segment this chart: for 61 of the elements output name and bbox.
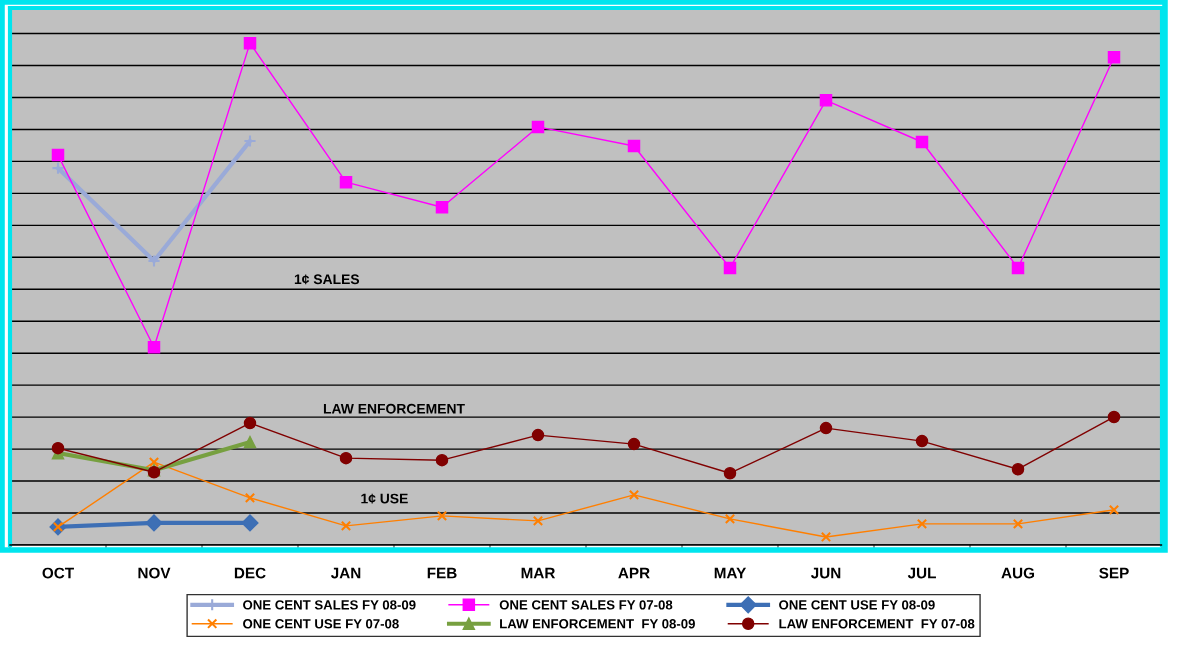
point [628,489,640,501]
point [915,135,929,149]
point [1107,50,1121,64]
point [531,428,545,442]
point [244,492,256,504]
point [627,139,641,153]
x-tick-label: APR [618,567,650,579]
point [436,510,448,522]
x-tick-label: MAR [521,567,556,579]
point [339,175,353,189]
point [1108,504,1120,516]
x-tick-label: OCT [42,567,74,579]
x-tick-label: JAN [330,567,361,579]
legend-label: LAW ENFORCEMENT FY 07-08 [779,619,975,629]
point [532,515,544,527]
point [723,261,737,275]
annotation: LAW ENFORCEMENT [323,403,465,414]
point [145,514,163,532]
x-tick-label: AUG [1001,567,1035,579]
point [340,520,352,532]
point [51,148,65,162]
point [724,513,736,525]
point [435,200,449,214]
point [435,453,449,467]
point [1107,410,1121,424]
x-tick-label: DEC [234,567,266,579]
point [627,437,641,451]
point [147,254,161,268]
point [243,134,257,148]
point [339,451,353,465]
x-tick-label: SEP [1099,567,1129,579]
point [1011,261,1025,275]
point [51,441,65,455]
point [243,435,257,449]
x-tick-label: FEB [427,567,457,579]
x-tick-label: NOV [138,567,171,579]
point [243,416,257,430]
point [241,514,259,532]
point [820,531,832,543]
annotation: 1¢ SALES [294,274,360,285]
point [148,456,160,468]
x-tick-label: MAY [714,567,747,579]
point [51,161,65,175]
legend-label: LAW ENFORCEMENT FY 08-09 [500,619,695,629]
point [243,36,257,50]
point [147,341,161,354]
x-tick-label: JUN [810,567,841,579]
point [819,94,833,107]
legend-label: ONE CENT SALES FY 08-09 [243,600,416,610]
point [915,434,929,448]
point [819,421,833,435]
point [916,518,928,530]
legend-label: ONE CENT USE FY 07-08 [243,619,399,629]
point [1011,462,1025,476]
annotation: 1¢ USE [361,493,408,504]
point [531,120,545,134]
legend-label: ONE CENT SALES FY 07-08 [499,600,673,610]
point [1012,518,1024,530]
legend-label: ONE CENT USE FY 08-09 [779,600,935,610]
point [723,466,737,480]
x-tick-label: JUL [907,567,936,579]
